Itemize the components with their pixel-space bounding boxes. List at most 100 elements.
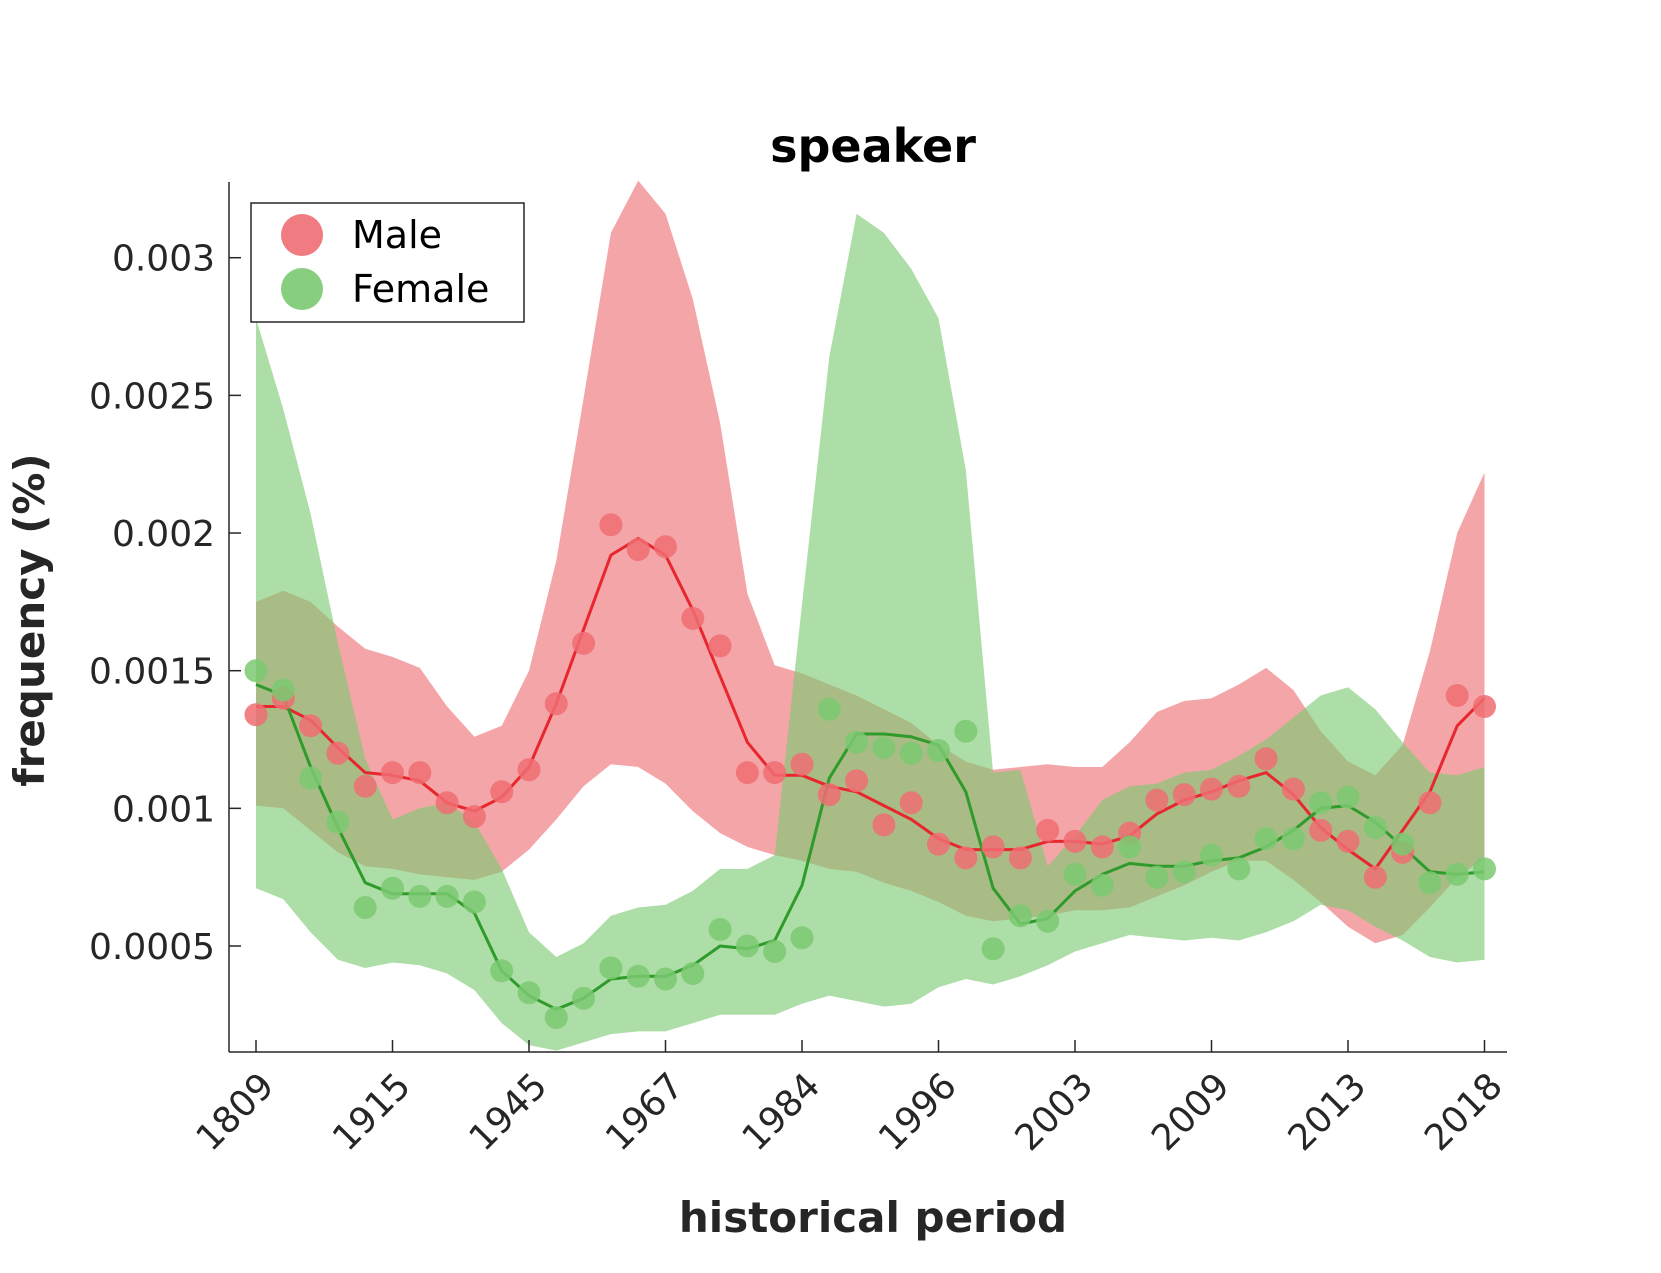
male-point bbox=[708, 634, 732, 658]
female-point bbox=[353, 896, 377, 919]
y-tick-label: 0.0025 bbox=[89, 376, 215, 417]
male-trend-line bbox=[256, 537, 1486, 871]
female-point bbox=[1281, 827, 1305, 851]
legend-label-female: Female bbox=[352, 267, 489, 311]
male-point bbox=[1281, 777, 1305, 801]
male-point bbox=[462, 805, 486, 829]
female-point bbox=[244, 659, 268, 683]
male-point bbox=[326, 741, 350, 765]
male-point bbox=[1418, 791, 1442, 815]
female-band bbox=[256, 213, 1485, 1051]
female-point bbox=[1090, 873, 1114, 897]
legend-marker-female bbox=[281, 268, 323, 310]
female-point bbox=[326, 810, 350, 834]
male-point bbox=[408, 761, 432, 785]
male-point bbox=[572, 631, 596, 655]
male-point bbox=[763, 761, 787, 785]
female-point bbox=[1172, 860, 1196, 884]
male-point bbox=[1254, 747, 1278, 771]
female-point bbox=[490, 959, 514, 983]
female-point bbox=[681, 962, 705, 985]
legend-marker-male bbox=[281, 214, 323, 256]
female-point bbox=[544, 1006, 568, 1030]
male-point bbox=[1363, 865, 1387, 889]
x-tick-label: 2013 bbox=[1281, 1065, 1375, 1159]
x-tick-label: 2009 bbox=[1144, 1065, 1238, 1159]
female-point bbox=[1309, 791, 1333, 815]
male-point bbox=[544, 692, 568, 716]
x-tick-label: 1996 bbox=[871, 1065, 965, 1159]
male-point bbox=[1473, 695, 1496, 718]
female-point bbox=[954, 719, 978, 743]
male-point bbox=[1200, 777, 1223, 801]
legend-label-male: Male bbox=[352, 213, 442, 257]
male-point bbox=[1445, 684, 1469, 707]
male-point bbox=[1172, 783, 1196, 807]
female-point bbox=[1336, 785, 1360, 809]
female-point bbox=[599, 956, 623, 980]
female-point bbox=[927, 739, 950, 762]
female-point bbox=[1473, 857, 1496, 881]
female-point bbox=[381, 876, 404, 900]
male-point bbox=[735, 761, 759, 785]
female-point bbox=[817, 697, 841, 721]
male-point bbox=[517, 758, 541, 782]
male-point bbox=[845, 769, 869, 793]
female-point bbox=[435, 884, 459, 908]
female-point bbox=[1145, 865, 1169, 889]
male-point bbox=[299, 714, 323, 738]
male-point bbox=[681, 606, 705, 630]
male-point bbox=[981, 835, 1005, 859]
male-point bbox=[790, 752, 814, 776]
female-point bbox=[572, 986, 596, 1010]
male-point bbox=[1309, 818, 1333, 842]
female-point bbox=[408, 884, 432, 908]
male-point bbox=[817, 783, 841, 807]
female-point bbox=[845, 730, 869, 754]
x-tick-label: 1945 bbox=[462, 1065, 556, 1159]
female-point bbox=[872, 736, 896, 760]
female-point bbox=[1036, 909, 1060, 933]
male-point bbox=[1036, 818, 1060, 842]
male-point bbox=[1145, 788, 1169, 812]
female-point bbox=[1391, 832, 1415, 856]
male-point bbox=[490, 780, 514, 804]
confidence-bands bbox=[256, 180, 1485, 1051]
y-axis-title: frequency (%) bbox=[5, 453, 54, 786]
x-tick-label: 2003 bbox=[1008, 1065, 1102, 1159]
male-point bbox=[654, 535, 677, 559]
x-tick-label: 1915 bbox=[325, 1065, 419, 1159]
female-point bbox=[517, 981, 541, 1005]
male-point bbox=[1227, 774, 1251, 798]
female-point bbox=[763, 940, 787, 963]
female-point bbox=[1063, 862, 1087, 886]
x-tick-label: 1809 bbox=[189, 1065, 283, 1159]
y-tick-label: 0.003 bbox=[112, 239, 215, 280]
male-point bbox=[954, 846, 978, 870]
female-point bbox=[1118, 835, 1142, 859]
male-band bbox=[256, 180, 1485, 944]
trend-lines bbox=[255, 537, 1486, 1011]
male-point bbox=[381, 761, 404, 785]
female-point bbox=[981, 937, 1005, 961]
female-point bbox=[299, 766, 323, 790]
male-point bbox=[1008, 846, 1032, 870]
male-point bbox=[927, 832, 950, 856]
x-tick-label: 2018 bbox=[1417, 1065, 1511, 1159]
female-point bbox=[790, 926, 814, 950]
x-tick-label: 1984 bbox=[735, 1065, 829, 1159]
female-point bbox=[1254, 827, 1278, 851]
male-point bbox=[599, 513, 623, 537]
female-point bbox=[708, 918, 732, 941]
male-point bbox=[1063, 829, 1087, 853]
x-tick-label: 1967 bbox=[598, 1065, 692, 1159]
male-point bbox=[435, 791, 459, 815]
y-tick-label: 0.0005 bbox=[89, 927, 215, 968]
data-points bbox=[244, 513, 1496, 1030]
x-axis-title: historical period bbox=[679, 1193, 1067, 1242]
y-tick-label: 0.0015 bbox=[89, 652, 215, 693]
chart-title: speaker bbox=[770, 119, 976, 173]
male-point bbox=[1336, 829, 1360, 853]
male-point bbox=[353, 774, 377, 798]
male-point bbox=[244, 703, 268, 727]
